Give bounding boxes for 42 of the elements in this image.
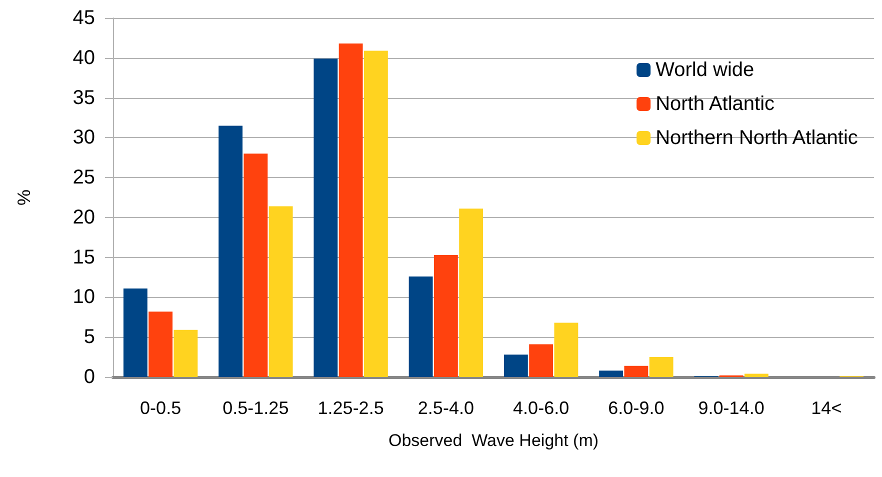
bar [624,366,648,377]
x-tick-label: 1.25-2.5 [318,398,384,418]
y-tick-label: 25 [72,166,95,189]
bar [123,288,148,377]
legend-label: North Atlantic [656,93,775,115]
y-tick-label: 0 [84,366,95,388]
x-tick-label: 0-0.5 [140,398,182,418]
x-tick-label: 4.0-6.0 [513,398,570,418]
x-tick-label: 0.5-1.25 [222,398,289,418]
x-axis-title: Observed Wave Height (m) [388,431,599,450]
bar [364,50,388,377]
y-tick-label: 20 [72,206,95,228]
bar [744,374,768,377]
y-tick-label: 40 [72,46,95,69]
y-axis-title: % [14,189,34,206]
y-tick-label: 5 [84,326,95,348]
bar [504,354,528,377]
legend-label: Northern North Atlantic [656,127,858,149]
y-tick-label: 35 [72,86,95,109]
bar [314,58,338,377]
y-tick-label: 15 [72,246,95,268]
bar [174,330,198,377]
bar [244,154,268,377]
bar [338,44,363,377]
x-tick-label: 9.0-14.0 [698,398,764,418]
y-tick-label: 30 [72,126,95,149]
bar [408,276,433,377]
bar [218,126,243,377]
bar [459,208,484,377]
bar [148,312,173,377]
bar [529,344,554,377]
x-tick-label: 14< [811,398,842,418]
bar [649,357,674,377]
x-tick-label: 2.5-4.0 [418,398,474,418]
bar [599,370,624,377]
bar [268,206,293,377]
y-tick-label: 10 [72,286,95,308]
y-tick-label: 45 [72,7,95,29]
bar [434,254,458,377]
legend-label: World wide [656,59,754,81]
bar [554,322,578,377]
x-tick-label: 6.0-9.0 [608,398,664,418]
